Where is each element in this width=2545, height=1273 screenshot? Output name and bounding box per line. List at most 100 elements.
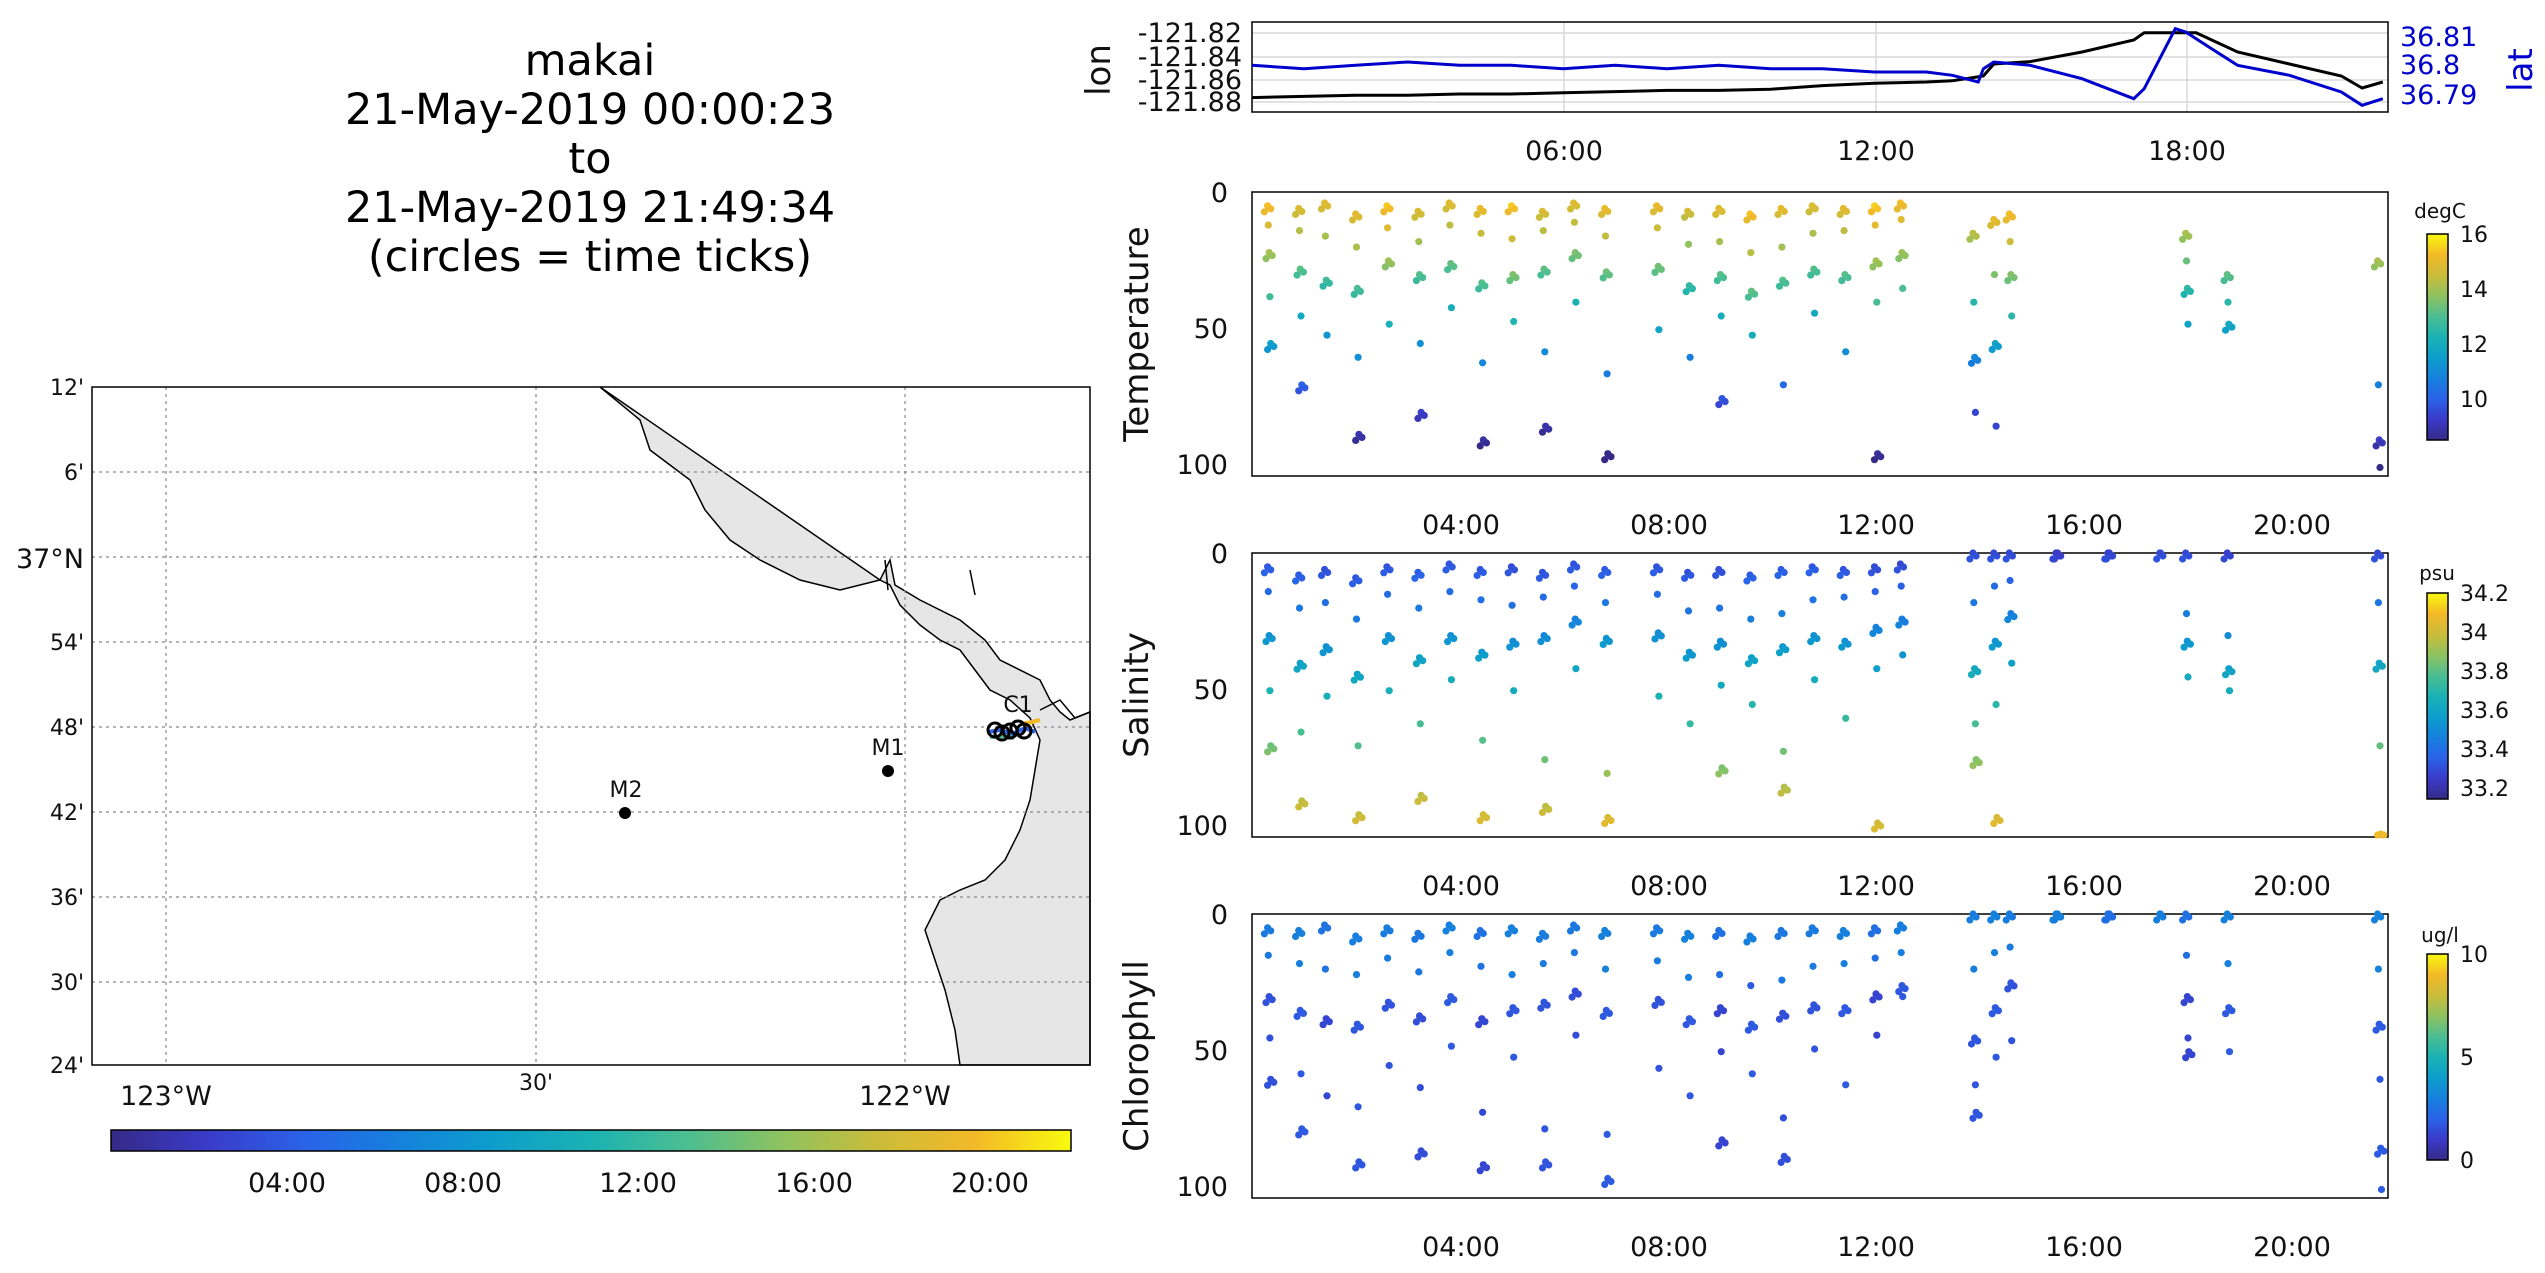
temperature-point — [1387, 260, 1396, 268]
salinity-point — [1990, 582, 1999, 590]
chlorophyll-point — [1542, 932, 1550, 940]
salinity-point — [2224, 632, 2232, 640]
temperature-point — [1651, 268, 1659, 276]
map-land — [599, 386, 1091, 1066]
temperature-point — [1994, 342, 2002, 351]
temperature-point — [1412, 277, 1420, 285]
chlorophyll-point — [2225, 1048, 2234, 1056]
temperature-point — [1541, 348, 1549, 356]
chlorophyll-point — [1774, 932, 1782, 941]
temperature-point — [1358, 433, 1366, 441]
temperature-point — [1267, 205, 1275, 213]
salinity-point — [1782, 646, 1790, 654]
chlorophyll-point — [1712, 932, 1720, 941]
temperature-point — [1479, 207, 1487, 216]
chlorophyll-point — [1813, 1004, 1821, 1012]
temperature-point — [1869, 263, 1877, 271]
chlorophyll-point — [1721, 1139, 1729, 1147]
temperature-point — [1566, 205, 1575, 213]
temperature-point — [1572, 298, 1580, 306]
temperature-point — [1748, 331, 1756, 339]
salinity-point — [1260, 569, 1268, 577]
temperature-point — [1510, 205, 1519, 213]
salinity-point — [1350, 676, 1358, 684]
temperature-point — [2372, 442, 2380, 450]
temperature-point — [1717, 312, 1725, 320]
time-colorbar: 04:00 08:00 12:00 16:00 20:00 — [110, 1129, 1072, 1199]
temperature-point — [1974, 356, 1982, 364]
temperature-colorbar-tick: 16 — [2460, 223, 2488, 248]
temperature-point — [1568, 255, 1576, 263]
salinity-point — [1899, 651, 1907, 659]
salinity-point — [1836, 571, 1844, 580]
temperature-x-tick: 12:00 — [1837, 510, 1915, 541]
temperature-point — [1897, 215, 1905, 224]
temperature-point — [1604, 207, 1612, 216]
salinity-point — [1651, 635, 1659, 643]
temperature-point — [1813, 268, 1821, 276]
salinity-point — [1415, 604, 1423, 612]
chlorophyll-point — [1651, 1001, 1659, 1010]
navigation-grid — [1252, 22, 2388, 112]
chlorophyll-point — [1299, 1009, 1307, 1018]
salinity-axis-label: Salinity — [1117, 632, 1157, 758]
salinity-point — [2050, 555, 2059, 563]
salinity-point — [1895, 621, 1903, 629]
chlorophyll-point — [2224, 960, 2232, 968]
temperature-point — [1292, 210, 1300, 219]
temperature-point — [1719, 274, 1728, 282]
salinity-colorbar-tick: 33.8 — [2460, 660, 2509, 685]
salinity-point — [2378, 662, 2386, 670]
salinity-point — [1416, 720, 1424, 728]
salinity-point — [1716, 604, 1724, 612]
temperature-point — [1317, 205, 1326, 213]
lat-tick-37n: 37°N — [16, 544, 84, 575]
salinity-point — [1537, 638, 1545, 646]
chlorophyll-point — [2370, 916, 2379, 924]
chlorophyll-point — [1899, 924, 1908, 932]
temperature-point — [1836, 210, 1844, 219]
temperature-colorbar-tick: 12 — [2460, 333, 2488, 358]
chlorophyll-point — [1897, 949, 1905, 957]
temperature-point — [1598, 210, 1606, 219]
chlorophyll-point — [1717, 1048, 1725, 1056]
temperature-point — [1649, 208, 1658, 216]
salinity-point — [1901, 618, 1909, 626]
salinity-point — [1479, 568, 1487, 577]
salinity-point — [1325, 646, 1333, 654]
salinity-point — [2376, 742, 2384, 750]
temperature-point — [1743, 216, 1751, 224]
chlorophyll-x-tick: 08:00 — [1630, 1232, 1708, 1263]
chlorophyll-point — [1260, 930, 1268, 938]
chlorophyll-point — [1266, 1034, 1274, 1042]
salinity-point — [1966, 555, 1974, 563]
chlorophyll-point — [1444, 999, 1452, 1007]
salinity-point — [1412, 660, 1420, 668]
temperature-point — [1416, 339, 1424, 348]
temperature-point — [1744, 293, 1752, 301]
chlorophyll-point — [2377, 913, 2385, 921]
temperature-point — [1447, 304, 1455, 312]
temperature-point — [1293, 271, 1301, 279]
title-line-5: (circles = time ticks) — [368, 232, 812, 282]
temperature-point — [1967, 359, 1976, 367]
chlorophyll-point — [1719, 1007, 1728, 1015]
salinity-point — [2225, 687, 2234, 695]
title-line-3: to — [568, 134, 611, 184]
salinity-points — [1260, 549, 2388, 839]
chlorophyll-point — [2008, 913, 2016, 921]
chlorophyll-point — [1895, 988, 1903, 996]
salinity-point — [1990, 819, 1998, 828]
salinity-point — [1719, 640, 1728, 648]
chlorophyll-point — [1780, 929, 1788, 938]
temperature-point — [1775, 282, 1784, 290]
temperature-point — [1323, 331, 1331, 339]
salinity-point — [1506, 643, 1514, 651]
temperature-point — [1780, 207, 1788, 216]
salinity-point — [1442, 566, 1450, 574]
chlorophyll-point — [1603, 1130, 1611, 1138]
salinity-colorbar-unit: psu — [2419, 561, 2455, 585]
chlorophyll-point — [1448, 924, 1456, 932]
salinity-point — [2008, 552, 2016, 560]
chlorophyll-point — [1301, 1128, 1309, 1136]
